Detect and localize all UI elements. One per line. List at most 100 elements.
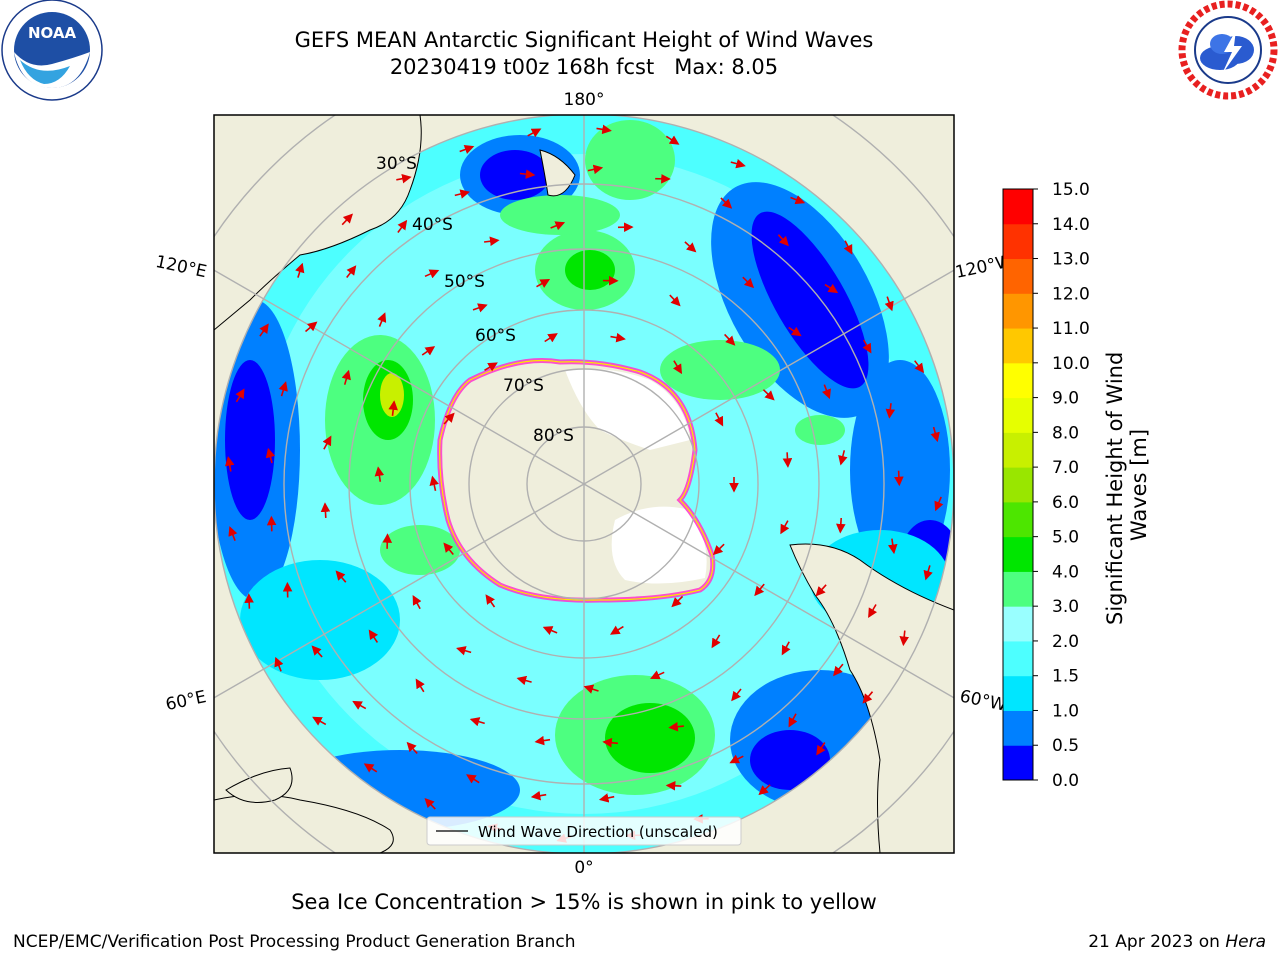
wind-wave-arrow bbox=[816, 742, 826, 756]
lat-label-30s: 30°S bbox=[376, 154, 417, 174]
map-frame bbox=[213, 114, 955, 854]
wind-wave-arrow bbox=[923, 565, 933, 581]
wind-wave-arrow bbox=[821, 384, 831, 400]
wind-wave-arrow bbox=[777, 234, 789, 247]
lon-label-120e: 120°E bbox=[154, 252, 209, 282]
lat-label-40s: 40°S bbox=[412, 215, 453, 235]
wind-wave-arrow bbox=[742, 276, 755, 289]
wind-wave-arrow bbox=[780, 520, 790, 535]
colorbar-segment bbox=[1003, 258, 1033, 294]
wind-wave-arrow bbox=[341, 213, 354, 226]
wind-wave-arrow bbox=[278, 381, 288, 397]
wind-wave-arrow bbox=[731, 688, 742, 702]
colorbar-segment bbox=[1003, 606, 1033, 642]
colorbar: 0.0 0.5 1.0 1.5 2.0 3.0 4.0 5.0 6.0 7.0 8.0 9.0 10.0… bbox=[1002, 180, 1090, 791]
colorbar-tick-label: 2.0 bbox=[1052, 632, 1079, 652]
wind-wave-arrow bbox=[862, 691, 874, 704]
footer-date: 21 Apr 2023 on Hera bbox=[1088, 932, 1266, 952]
wind-wave-arrow bbox=[406, 741, 418, 754]
wind-wave-arrow bbox=[665, 135, 680, 145]
wind-wave-arrow bbox=[472, 303, 488, 313]
wind-wave-arrow bbox=[899, 630, 909, 647]
wind-wave-arrow bbox=[833, 663, 844, 677]
wind-wave-arrow bbox=[671, 595, 684, 608]
colorbar-tick-label: 15.0 bbox=[1052, 180, 1090, 200]
wind-wave-arrow bbox=[836, 517, 846, 534]
wind-wave-arrow bbox=[550, 221, 566, 231]
wind-wave-arrow bbox=[295, 262, 305, 278]
wind-wave-arrow bbox=[888, 538, 898, 555]
wind-wave-arrow bbox=[485, 594, 496, 608]
wind-wave-arrow bbox=[754, 583, 765, 597]
wind-wave-arrow bbox=[730, 159, 746, 169]
colorbar-segment bbox=[1003, 432, 1033, 468]
wind-wave-arrow bbox=[781, 641, 791, 656]
colorbar-tick-label: 7.0 bbox=[1052, 458, 1079, 478]
wind-wave-arrow bbox=[424, 797, 436, 810]
wind-wave-arrow bbox=[320, 502, 331, 518]
colorbar-tick-label: 0.0 bbox=[1052, 771, 1079, 791]
wind-wave-arrow bbox=[788, 326, 802, 337]
wind-wave-arrow bbox=[668, 721, 684, 732]
chart-title: GEFS MEAN Antarctic Significant Height o… bbox=[294, 28, 874, 52]
wind-wave-arrow bbox=[421, 346, 436, 356]
wind-wave-arrow bbox=[322, 435, 332, 450]
wind-wave-arrow bbox=[712, 543, 725, 556]
wind-wave-arrow bbox=[443, 412, 455, 425]
australia-landmass bbox=[214, 115, 422, 331]
lon-label-180: 180° bbox=[564, 90, 605, 110]
colorbar-segment bbox=[1003, 745, 1033, 781]
wind-wave-arrow bbox=[311, 645, 323, 658]
colorbar-tick-label: 11.0 bbox=[1052, 319, 1090, 339]
wind-wave-arrow bbox=[519, 169, 536, 179]
wind-wave-arrow bbox=[602, 737, 618, 748]
wind-wave-arrow bbox=[536, 279, 551, 288]
wind-wave-arrow bbox=[274, 656, 284, 672]
colorbar-segment bbox=[1003, 328, 1033, 364]
wind-wave-arrow bbox=[530, 790, 547, 801]
wind-wave-arrow bbox=[265, 447, 276, 464]
lat-label-50s: 50°S bbox=[444, 272, 485, 292]
wind-wave-arrow bbox=[352, 700, 367, 710]
wind-wave-arrow bbox=[758, 784, 771, 796]
wind-wave-arrow bbox=[456, 646, 472, 656]
lon-label-60e: 60°E bbox=[164, 687, 208, 715]
colorbar-tick-label: 4.0 bbox=[1052, 562, 1079, 582]
wind-wave-arrow bbox=[454, 189, 470, 199]
colorbar-tick-label: 9.0 bbox=[1052, 389, 1079, 409]
noaa-logo-text: NOAA bbox=[28, 24, 77, 42]
lon-label-60w: 60°W bbox=[958, 686, 1008, 715]
colorbar-segment bbox=[1003, 501, 1033, 538]
wind-wave-arrow bbox=[388, 400, 398, 416]
wind-wave-arrows bbox=[225, 124, 944, 843]
wind-wave-arrow bbox=[312, 716, 327, 726]
wind-wave-arrow bbox=[711, 634, 721, 649]
wind-wave-arrow bbox=[790, 195, 806, 205]
colorbar-tick-label: 5.0 bbox=[1052, 528, 1079, 548]
wind-wave-arrow bbox=[424, 269, 440, 279]
wind-wave-arrow bbox=[596, 124, 612, 135]
wind-wave-arrow bbox=[650, 670, 665, 680]
wind-wave-arrow bbox=[429, 475, 439, 491]
wind-wave-arrow bbox=[527, 128, 542, 138]
colorbar-tick-label: 1.5 bbox=[1052, 667, 1079, 687]
lat-label-70s: 70°S bbox=[503, 376, 544, 396]
sea-ice-note: Sea Ice Concentration > 15% is shown in … bbox=[291, 890, 877, 914]
wind-wave-arrow bbox=[720, 197, 733, 209]
colorbar-segment bbox=[1003, 675, 1033, 711]
wind-wave-arrow bbox=[363, 763, 378, 773]
lat-label-80s: 80°S bbox=[533, 426, 574, 446]
wind-wave-arrow bbox=[228, 526, 238, 541]
footer-date-text: 21 Apr 2023 on bbox=[1088, 932, 1220, 952]
colorbar-segment bbox=[1003, 362, 1033, 399]
wind-wave-arrow bbox=[544, 333, 558, 343]
wind-wave-arrow bbox=[885, 403, 896, 419]
wind-wave-arrow bbox=[684, 241, 697, 253]
wind-wave-arrow bbox=[484, 236, 500, 247]
chart-subtitle: 20230419 t00z 168h fcst Max: 8.05 bbox=[389, 55, 779, 79]
colorbar-tick-label: 14.0 bbox=[1052, 215, 1090, 235]
legend-label: Wind Wave Direction (unscaled) bbox=[478, 823, 718, 841]
wind-wave-arrow bbox=[484, 362, 498, 372]
colorbar-tick-label: 1.0 bbox=[1052, 701, 1079, 721]
wind-wave-arrow bbox=[459, 144, 475, 154]
